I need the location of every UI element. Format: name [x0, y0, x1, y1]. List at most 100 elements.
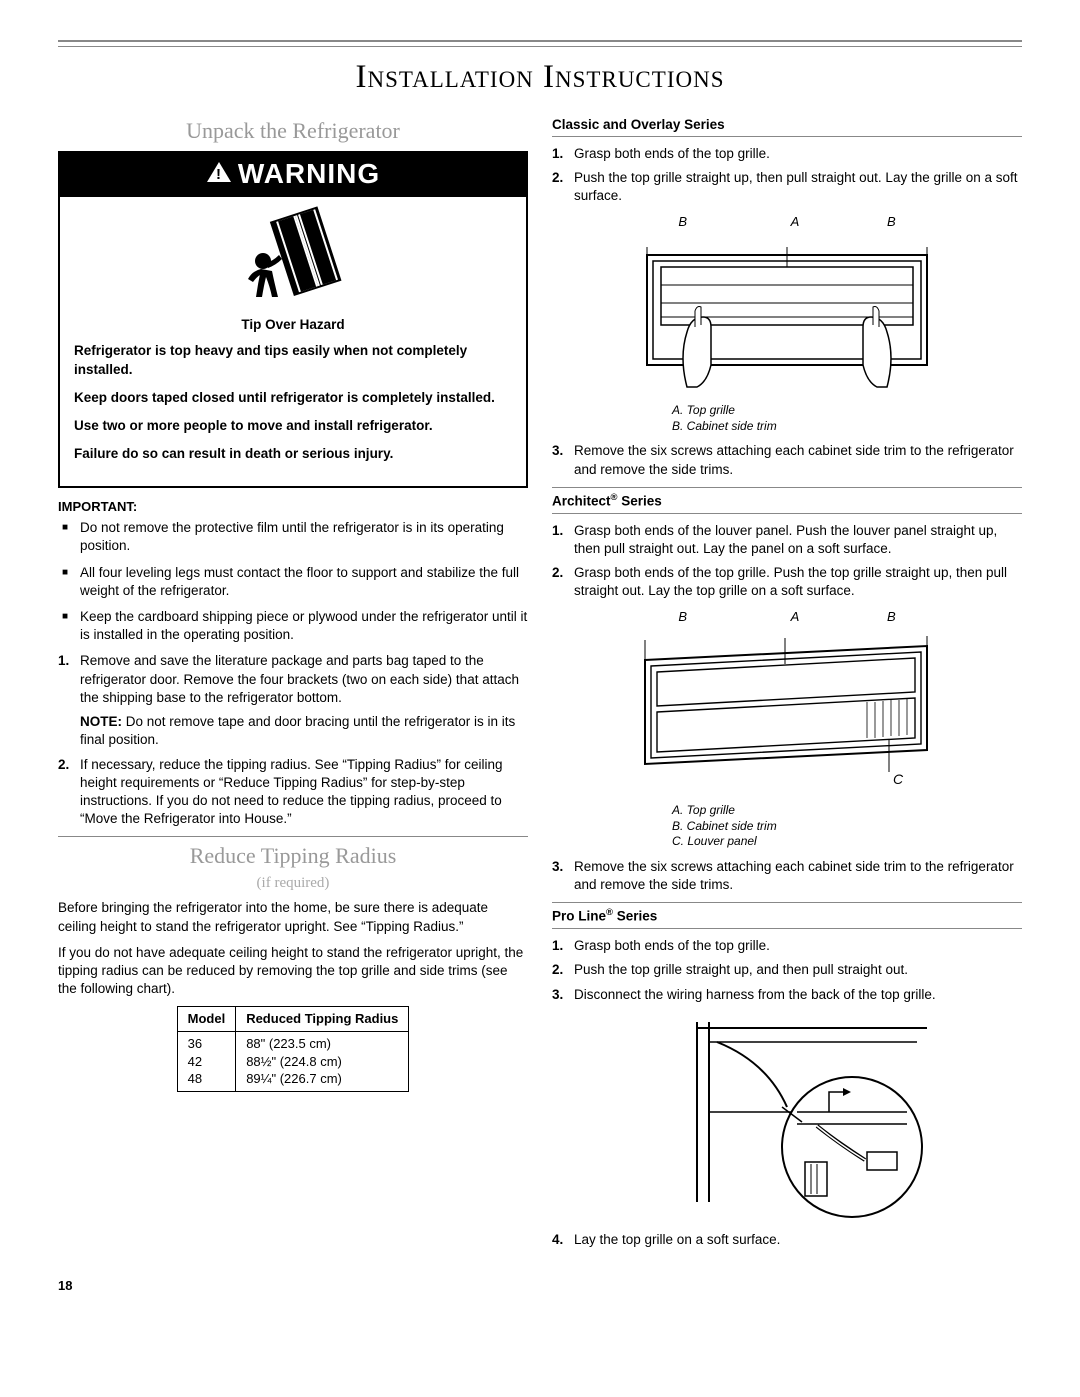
t1: Pro Line — [552, 909, 606, 924]
architect-divider — [552, 513, 1022, 514]
left-column: Unpack the Refrigerator ! WARNING — [58, 114, 528, 1258]
proline-divider — [552, 928, 1022, 929]
m1: 36 — [188, 1036, 202, 1051]
two-column-layout: Unpack the Refrigerator ! WARNING — [58, 114, 1022, 1258]
series-divider-2 — [552, 902, 1022, 903]
proline-step-4: 4.Lay the top grille on a soft surface. — [552, 1231, 1022, 1249]
section-tipping-title: Reduce Tipping Radius — [58, 841, 528, 871]
architect-steps-cont: 3.Remove the six screws attaching each c… — [552, 858, 1022, 894]
leg-c: C. Louver panel — [672, 834, 1022, 850]
hazard-title: Tip Over Hazard — [74, 316, 512, 334]
lbl-b2: B — [887, 608, 896, 626]
note-label: NOTE: — [80, 714, 122, 729]
lbl-a: A — [791, 608, 800, 626]
classic-step-1: 1.Grasp both ends of the top grille. — [552, 145, 1022, 163]
proline-step-2: 2.Push the top grille straight up, and t… — [552, 961, 1022, 979]
proline-steps-cont: 4.Lay the top grille on a soft surface. — [552, 1231, 1022, 1249]
t: Push the top grille straight up, and the… — [574, 962, 908, 977]
proline-step-3: 3.Disconnect the wiring harness from the… — [552, 986, 1022, 1004]
warning-triangle-icon: ! — [206, 155, 232, 193]
architect-step-3: 3.Remove the six screws attaching each c… — [552, 858, 1022, 894]
t: Remove the six screws attaching each cab… — [574, 443, 1014, 476]
note-text: Do not remove tape and door bracing unti… — [80, 714, 515, 747]
warning-p3: Use two or more people to move and insta… — [74, 417, 512, 435]
proline-series-heading: Pro Line® Series — [552, 907, 1022, 926]
t: Remove the six screws attaching each cab… — [574, 859, 1014, 892]
warning-panel: ! WARNING — [58, 151, 528, 487]
tipping-intro-1: Before bringing the refrigerator into th… — [58, 899, 528, 935]
svg-text:C: C — [893, 771, 904, 787]
step-2: 2. If necessary, reduce the tipping radi… — [58, 756, 528, 829]
bullet-item: All four leveling legs must contact the … — [58, 564, 528, 600]
classic-steps-cont: 3.Remove the six screws attaching each c… — [552, 442, 1022, 478]
warning-p2: Keep doors taped closed until refrigerat… — [74, 389, 512, 407]
tipping-radius-table: Model Reduced Tipping Radius 36 42 48 88… — [177, 1006, 410, 1091]
section-unpack-title: Unpack the Refrigerator — [58, 116, 528, 146]
step-1: 1. Remove and save the literature packag… — [58, 652, 528, 749]
warning-label-text: WARNING — [238, 155, 380, 193]
lbl-b2: B — [887, 213, 896, 231]
tipover-hazard-icon — [60, 197, 526, 314]
proline-step-1: 1.Grasp both ends of the top grille. — [552, 937, 1022, 955]
rule-thick — [58, 40, 1022, 42]
t: Push the top grille straight up, then pu… — [574, 170, 1018, 203]
table-row: 36 42 48 88" (223.5 cm) 88½" (224.8 cm) … — [177, 1031, 409, 1091]
table-header-row: Model Reduced Tipping Radius — [177, 1007, 409, 1032]
classic-steps: 1.Grasp both ends of the top grille. 2.P… — [552, 145, 1022, 206]
leg-b: B. Cabinet side trim — [672, 819, 1022, 835]
architect-step-1: 1.Grasp both ends of the louver panel. P… — [552, 522, 1022, 558]
architect-grille-diagram: C — [552, 632, 1022, 797]
step-2-text: If necessary, reduce the tipping radius.… — [80, 757, 502, 827]
t: Lay the top grille on a soft surface. — [574, 1232, 780, 1247]
section-divider — [58, 836, 528, 837]
warning-header: ! WARNING — [60, 153, 526, 197]
r3: 89¼" (226.7 cm) — [246, 1071, 342, 1086]
r1: 88" (223.5 cm) — [246, 1036, 331, 1051]
leg-a: A. Top grille — [672, 403, 1022, 419]
classic-step-3: 3.Remove the six screws attaching each c… — [552, 442, 1022, 478]
important-label: IMPORTANT: — [58, 498, 528, 516]
architect-series-heading: Architect® Series — [552, 492, 1022, 511]
unpack-steps: 1. Remove and save the literature packag… — [58, 652, 528, 828]
t: Disconnect the wiring harness from the b… — [574, 987, 936, 1002]
th-radius: Reduced Tipping Radius — [236, 1007, 409, 1032]
leg-a: A. Top grille — [672, 803, 1022, 819]
lbl-b: B — [678, 213, 687, 231]
t: Grasp both ends of the top grille. Push … — [574, 565, 1007, 598]
warning-p1: Refrigerator is top heavy and tips easil… — [74, 342, 512, 378]
warning-body: Tip Over Hazard Refrigerator is top heav… — [60, 314, 526, 485]
classic-series-heading: Classic and Overlay Series — [552, 116, 1022, 134]
series-divider-1 — [552, 487, 1022, 488]
architect-legend: A. Top grille B. Cabinet side trim C. Lo… — [672, 803, 1022, 850]
page-number: 18 — [58, 1277, 1022, 1295]
page-title: Installation Instructions — [58, 55, 1022, 100]
t: Grasp both ends of the top grille. — [574, 938, 770, 953]
t: Grasp both ends of the top grille. — [574, 146, 770, 161]
architect-diagram-labels: B A B — [552, 608, 1022, 626]
cell-model: 36 42 48 — [177, 1031, 236, 1091]
important-bullets: Do not remove the protective film until … — [58, 519, 528, 644]
proline-steps: 1.Grasp both ends of the top grille. 2.P… — [552, 937, 1022, 1004]
th-model: Model — [177, 1007, 236, 1032]
rule-thin — [58, 46, 1022, 47]
right-column: Classic and Overlay Series 1.Grasp both … — [552, 114, 1022, 1258]
t1: Architect — [552, 493, 611, 508]
classic-divider — [552, 136, 1022, 137]
leg-b: B. Cabinet side trim — [672, 419, 1022, 435]
t2: Series — [617, 493, 661, 508]
classic-step-2: 2.Push the top grille straight up, then … — [552, 169, 1022, 205]
architect-step-2: 2.Grasp both ends of the top grille. Pus… — [552, 564, 1022, 600]
step-1-text: Remove and save the literature package a… — [80, 653, 519, 704]
section-tipping-sub: (if required) — [58, 873, 528, 893]
classic-grille-diagram — [552, 237, 1022, 397]
wiring-harness-diagram — [552, 1012, 1022, 1227]
architect-steps: 1.Grasp both ends of the louver panel. P… — [552, 522, 1022, 601]
svg-text:!: ! — [216, 166, 222, 183]
bullet-item: Keep the cardboard shipping piece or ply… — [58, 608, 528, 644]
cell-radius: 88" (223.5 cm) 88½" (224.8 cm) 89¼" (226… — [236, 1031, 409, 1091]
tipping-intro-2: If you do not have adequate ceiling heig… — [58, 944, 528, 999]
m2: 42 — [188, 1054, 202, 1069]
lbl-b: B — [678, 608, 687, 626]
lbl-a: A — [791, 213, 800, 231]
t: Grasp both ends of the louver panel. Pus… — [574, 523, 997, 556]
